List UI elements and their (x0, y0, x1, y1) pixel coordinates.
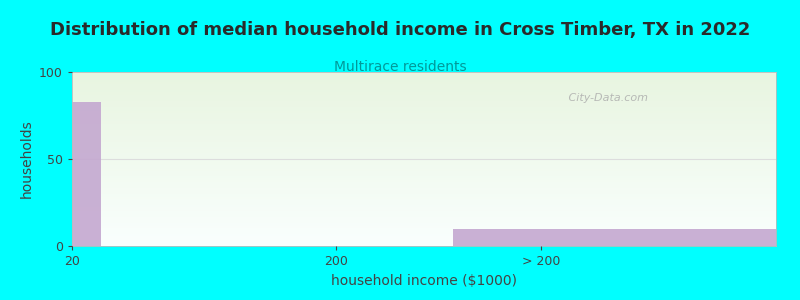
Bar (454, 229, 776, 246)
Y-axis label: households: households (19, 120, 34, 198)
X-axis label: household income ($1000): household income ($1000) (331, 274, 517, 288)
Text: City-Data.com: City-Data.com (565, 93, 648, 103)
Text: Distribution of median household income in Cross Timber, TX in 2022: Distribution of median household income … (50, 21, 750, 39)
Bar (72, 102, 102, 246)
Text: Multirace residents: Multirace residents (334, 60, 466, 74)
